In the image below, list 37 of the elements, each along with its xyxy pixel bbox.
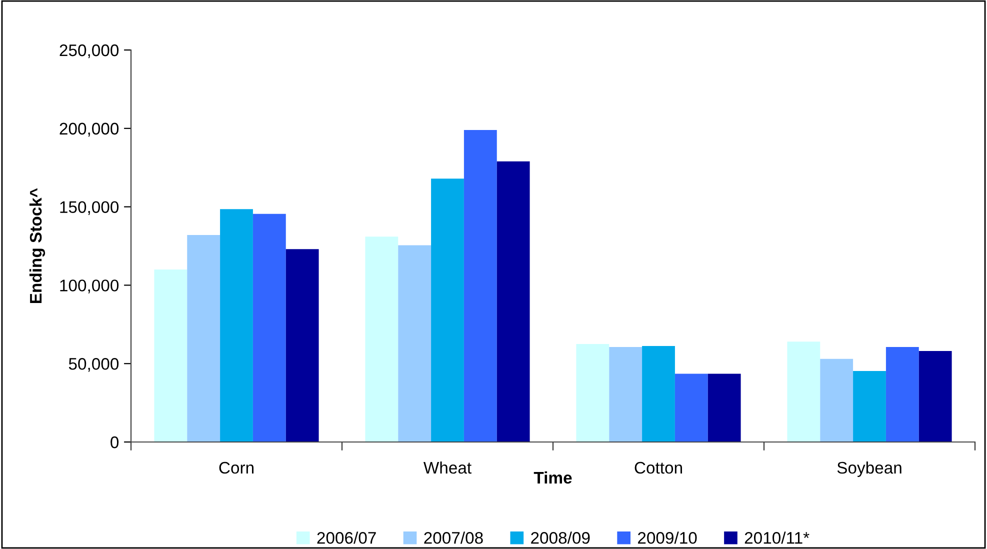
y-tick-label: 50,000 [68, 358, 119, 372]
legend-label: 2010/11* [744, 532, 810, 544]
y-tick-label: 150,000 [60, 201, 119, 215]
legend-label: 2009/10 [638, 532, 697, 544]
bar [853, 370, 886, 442]
x-tick-label: Corn [219, 462, 254, 474]
bar [431, 178, 464, 442]
x-tick-label: Wheat [423, 461, 472, 474]
bar [708, 374, 741, 442]
bar [787, 342, 820, 442]
bar [252, 214, 286, 442]
bar [609, 346, 642, 442]
x-axis-title: Time [534, 471, 572, 484]
y-tick-label: 0 [110, 436, 119, 448]
bar [642, 346, 675, 442]
legend-label: 2007/08 [424, 532, 483, 544]
bar [220, 209, 253, 442]
legend-label: 2008/09 [531, 532, 590, 544]
x-tick-label: Soybean [837, 461, 902, 477]
y-tick-label: 200,000 [60, 122, 119, 137]
x-tick-label: Cotton [634, 462, 682, 474]
bar [576, 344, 610, 442]
y-axis-title: Ending Stock^ [29, 188, 46, 303]
bar [286, 249, 319, 442]
bar [496, 161, 530, 442]
bar [674, 374, 708, 442]
bar [464, 130, 497, 442]
bar [365, 236, 398, 442]
legend-label: 2006/07 [317, 532, 376, 544]
y-tick-label: 250,000 [60, 44, 119, 58]
bar [154, 270, 188, 442]
bar [820, 358, 854, 442]
y-tick-label: 100,000 [60, 280, 119, 294]
bar [187, 235, 220, 442]
bar [886, 346, 919, 442]
bar [918, 351, 952, 442]
bar [398, 245, 432, 442]
